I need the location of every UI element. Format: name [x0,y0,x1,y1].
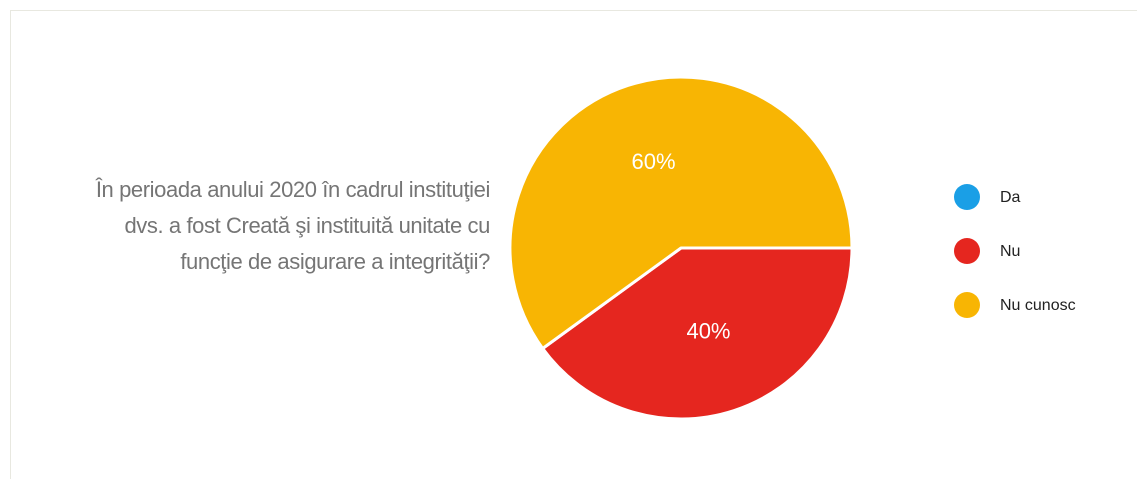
slice-label: 40% [686,318,730,343]
chart-title: În perioada anului 2020 în cadrul instit… [95,177,491,274]
legend-label: Nu cunosc [1000,297,1076,314]
pie-slice [508,75,854,351]
legend-swatch [954,184,980,210]
legend-label: Da [1000,189,1021,206]
card [10,10,1137,479]
slice-label: 60% [631,149,675,174]
legend-swatch [954,238,980,264]
legend-swatch [954,292,980,318]
legend-label: Nu [1000,243,1020,260]
pie-slice [541,246,854,421]
